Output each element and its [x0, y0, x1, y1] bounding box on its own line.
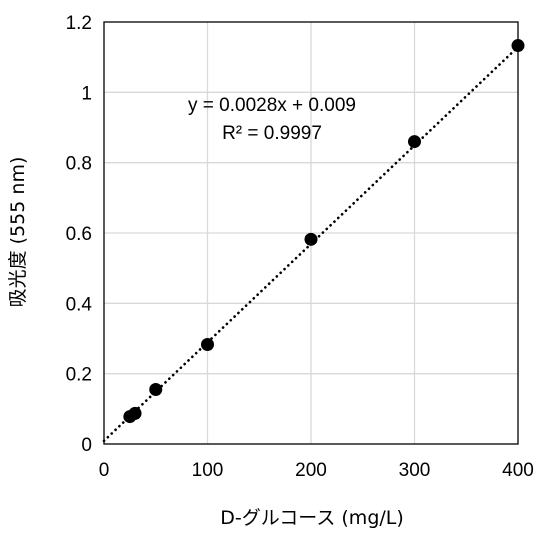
x-tick-label: 100 — [192, 460, 224, 481]
y-tick-label: 0.8 — [66, 154, 92, 175]
x-tick-label: 0 — [99, 460, 110, 481]
x-tick-label: 200 — [295, 460, 327, 481]
plot-area-border — [103, 21, 519, 445]
y-axis-tick-labels: 0 0.2 0.4 0.6 0.8 1 1.2 — [66, 13, 93, 456]
y-tick-label: 0 — [81, 435, 92, 456]
x-axis-title: D-グルコース (mg/L) — [220, 507, 404, 529]
y-tick-label: 0.2 — [66, 365, 92, 386]
data-point — [149, 382, 163, 396]
y-tick-label: 1.2 — [66, 13, 92, 34]
x-tick-label: 300 — [399, 460, 431, 481]
y-tick-label: 0.6 — [66, 224, 92, 245]
data-point — [408, 135, 421, 149]
y-tick-label: 0.4 — [66, 294, 93, 315]
y-tick-label: 1 — [81, 83, 92, 104]
data-point — [201, 337, 214, 351]
trendline-equation: y = 0.0028x + 0.009 — [188, 95, 356, 116]
data-point — [128, 406, 142, 420]
data-points — [123, 39, 525, 424]
x-axis-tick-labels: 0 100 200 300 400 — [99, 460, 534, 481]
data-point — [511, 39, 525, 53]
data-point — [304, 232, 318, 246]
y-axis-title: 吸光度 (555 nm) — [7, 157, 29, 308]
x-tick-label: 400 — [502, 460, 534, 481]
r-squared-label: R² = 0.9997 — [222, 123, 322, 144]
